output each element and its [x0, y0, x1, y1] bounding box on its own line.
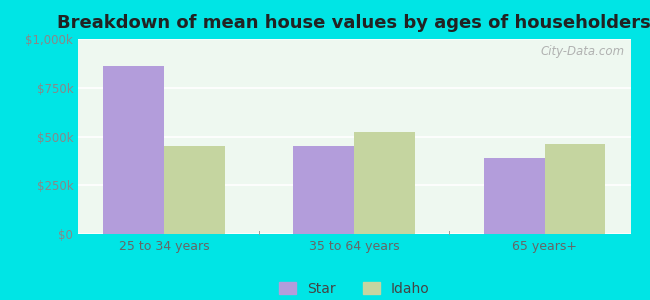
Bar: [484, 158, 545, 234]
Bar: [545, 144, 605, 234]
Bar: [103, 66, 164, 234]
Bar: [354, 132, 415, 234]
Legend: Star, Idaho: Star, Idaho: [274, 276, 435, 300]
Text: City-Data.com: City-Data.com: [541, 45, 625, 58]
Bar: [164, 146, 225, 234]
Bar: [293, 146, 354, 234]
Title: Breakdown of mean house values by ages of householders: Breakdown of mean house values by ages o…: [57, 14, 650, 32]
